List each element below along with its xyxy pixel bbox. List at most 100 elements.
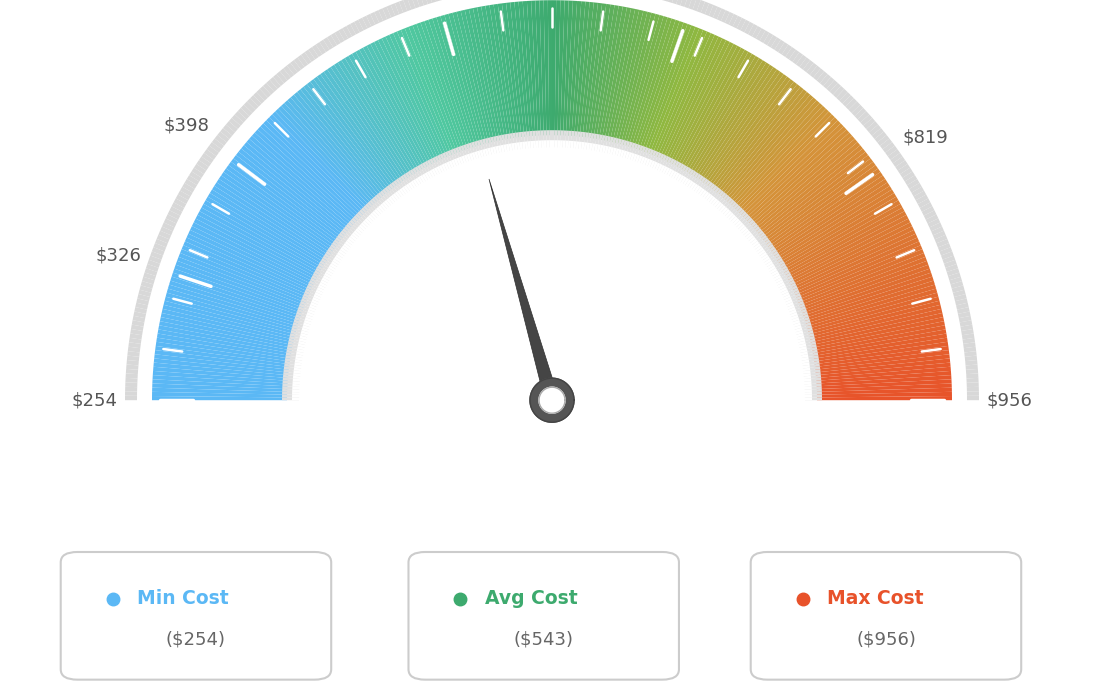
Polygon shape xyxy=(461,155,469,172)
Polygon shape xyxy=(359,224,373,237)
Polygon shape xyxy=(795,386,811,390)
Text: ($543): ($543) xyxy=(513,631,574,649)
Polygon shape xyxy=(306,315,322,323)
Polygon shape xyxy=(297,89,385,196)
Polygon shape xyxy=(590,144,595,161)
Polygon shape xyxy=(339,28,348,41)
Polygon shape xyxy=(312,297,329,306)
Polygon shape xyxy=(703,72,784,184)
Polygon shape xyxy=(238,148,346,235)
Polygon shape xyxy=(170,206,182,216)
Polygon shape xyxy=(169,281,299,324)
Polygon shape xyxy=(173,199,187,208)
Polygon shape xyxy=(295,314,312,322)
Polygon shape xyxy=(816,358,951,375)
Polygon shape xyxy=(304,84,390,193)
Polygon shape xyxy=(299,304,316,312)
Polygon shape xyxy=(126,369,138,374)
Polygon shape xyxy=(319,282,336,292)
Polygon shape xyxy=(609,10,644,142)
Polygon shape xyxy=(330,65,407,179)
Polygon shape xyxy=(285,361,301,366)
Polygon shape xyxy=(338,60,413,177)
Polygon shape xyxy=(289,333,307,340)
Polygon shape xyxy=(811,317,944,348)
Polygon shape xyxy=(320,279,337,290)
Polygon shape xyxy=(384,187,397,202)
Polygon shape xyxy=(481,6,508,139)
Polygon shape xyxy=(719,210,732,225)
Polygon shape xyxy=(391,3,400,16)
Polygon shape xyxy=(756,241,772,254)
Polygon shape xyxy=(506,2,524,137)
Polygon shape xyxy=(880,139,892,149)
Polygon shape xyxy=(296,354,312,359)
Polygon shape xyxy=(428,19,473,148)
Polygon shape xyxy=(930,222,942,231)
Polygon shape xyxy=(768,168,881,249)
Polygon shape xyxy=(293,386,309,390)
Polygon shape xyxy=(340,248,355,259)
Polygon shape xyxy=(284,369,300,374)
Polygon shape xyxy=(206,146,219,156)
Polygon shape xyxy=(395,179,407,194)
Polygon shape xyxy=(482,139,489,156)
Polygon shape xyxy=(650,151,659,168)
Polygon shape xyxy=(752,26,762,39)
Polygon shape xyxy=(433,17,476,148)
Polygon shape xyxy=(936,239,949,248)
Polygon shape xyxy=(365,204,379,217)
Polygon shape xyxy=(300,87,388,195)
Polygon shape xyxy=(817,392,952,397)
Polygon shape xyxy=(532,130,537,148)
Polygon shape xyxy=(269,115,367,213)
Polygon shape xyxy=(382,7,391,19)
Polygon shape xyxy=(501,135,507,152)
Polygon shape xyxy=(613,148,619,166)
Polygon shape xyxy=(522,141,527,159)
Polygon shape xyxy=(798,336,815,342)
Polygon shape xyxy=(393,180,405,195)
Polygon shape xyxy=(615,139,622,156)
Polygon shape xyxy=(348,221,362,235)
Polygon shape xyxy=(490,147,497,164)
Polygon shape xyxy=(417,165,428,181)
Polygon shape xyxy=(641,159,650,175)
Polygon shape xyxy=(304,322,320,330)
Polygon shape xyxy=(293,395,309,397)
Polygon shape xyxy=(814,342,948,364)
Polygon shape xyxy=(705,185,718,200)
Polygon shape xyxy=(597,135,603,152)
Polygon shape xyxy=(374,209,388,223)
Polygon shape xyxy=(287,97,379,201)
Polygon shape xyxy=(777,302,794,311)
Polygon shape xyxy=(637,21,683,150)
Polygon shape xyxy=(204,149,216,160)
Polygon shape xyxy=(250,136,353,227)
Polygon shape xyxy=(548,0,552,135)
Polygon shape xyxy=(136,298,149,306)
Polygon shape xyxy=(715,194,729,208)
Polygon shape xyxy=(131,320,145,326)
Polygon shape xyxy=(787,301,804,310)
Polygon shape xyxy=(231,159,341,242)
Polygon shape xyxy=(209,142,222,152)
Polygon shape xyxy=(660,156,669,172)
Polygon shape xyxy=(882,142,895,152)
Polygon shape xyxy=(752,252,767,264)
Polygon shape xyxy=(615,12,651,144)
Polygon shape xyxy=(496,135,502,152)
Polygon shape xyxy=(424,0,432,4)
Polygon shape xyxy=(725,204,739,217)
Polygon shape xyxy=(816,362,951,378)
Polygon shape xyxy=(429,170,439,186)
Polygon shape xyxy=(795,241,921,297)
Polygon shape xyxy=(158,325,291,353)
Polygon shape xyxy=(789,50,799,62)
Polygon shape xyxy=(367,217,380,230)
Polygon shape xyxy=(203,200,322,270)
Polygon shape xyxy=(925,215,938,224)
Polygon shape xyxy=(522,1,535,136)
Polygon shape xyxy=(293,378,310,382)
Polygon shape xyxy=(170,277,300,321)
